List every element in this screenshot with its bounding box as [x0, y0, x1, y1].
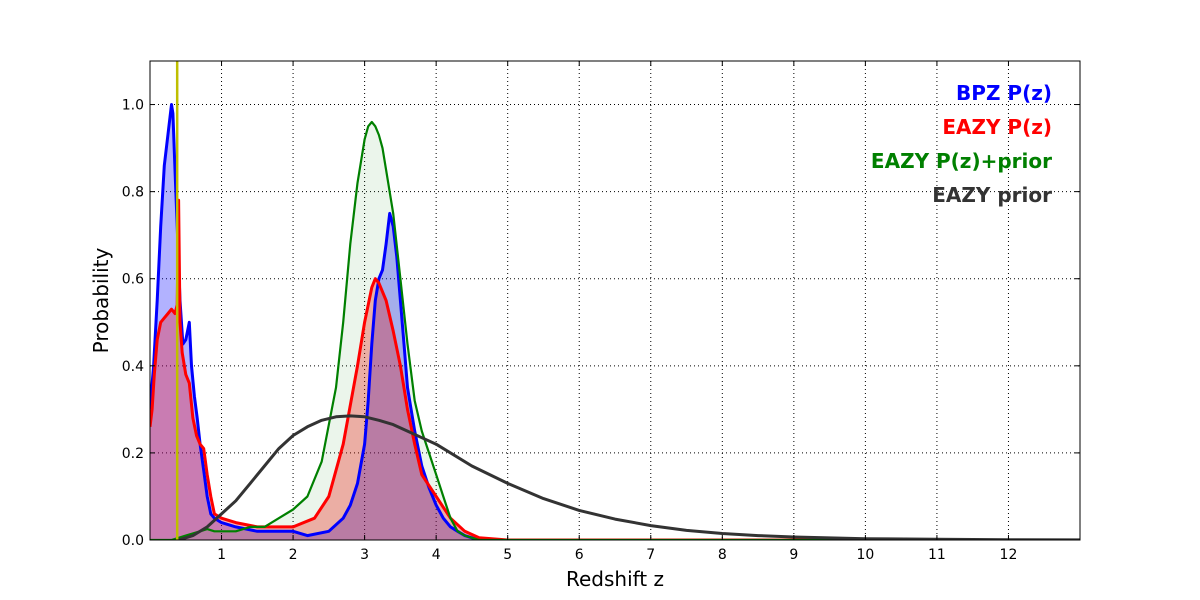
y-tick-label-0: 0.0 — [122, 533, 144, 549]
x-tick-label-11: 12 — [1000, 547, 1018, 563]
legend-entry-bpz-p-z: BPZ P(z) — [956, 81, 1052, 105]
x-axis-label: Redshift z — [566, 567, 664, 591]
series-line-eazy-prior — [178, 414, 1080, 540]
y-tick-label-5: 1.0 — [122, 98, 144, 114]
y-tick-label-4: 0.8 — [122, 185, 144, 201]
x-tick-label-4: 5 — [503, 547, 512, 563]
series-fill-eazy-p-z-prior — [150, 122, 1080, 540]
x-tick-label-6: 7 — [646, 547, 655, 563]
plot-frame — [149, 60, 1081, 541]
legend-entry-eazy-p-z-prior: EAZY P(z)+prior — [871, 149, 1052, 173]
series-fill-bpz-p-z — [150, 104, 1080, 540]
x-tick-label-8: 9 — [789, 547, 798, 563]
x-tick-label-1: 2 — [289, 547, 298, 563]
y-axis-label: Probability — [89, 247, 113, 353]
y-tick-label-2: 0.4 — [122, 359, 144, 375]
x-tick-label-3: 4 — [432, 547, 441, 563]
series-fills — [150, 104, 1080, 540]
x-tick-label-2: 3 — [360, 547, 369, 563]
legend-entry-eazy-p-z: EAZY P(z) — [942, 115, 1052, 139]
series-line-eazy-p-z-prior — [150, 120, 1080, 540]
series-fill-eazy-p-z — [150, 200, 1080, 540]
legend-entry-eazy-prior: EAZY prior — [932, 183, 1052, 207]
x-tick-label-10: 11 — [928, 547, 946, 563]
y-tick-label-3: 0.6 — [122, 272, 144, 288]
x-tick-label-5: 6 — [575, 547, 584, 563]
series-line-eazy-p-z — [150, 198, 1080, 540]
legend: BPZ P(z) EAZY P(z) EAZY P(z)+prior EAZY pri… — [871, 81, 1052, 207]
y-tick-label-1: 0.2 — [122, 446, 144, 462]
x-tick-label-0: 1 — [217, 547, 226, 563]
grid — [150, 61, 1080, 540]
axis-ticks: 1 2 3 4 5 6 7 8 9 10 11 120.00.20.40.60.81.0 — [122, 61, 1080, 563]
x-tick-label-9: 10 — [856, 547, 874, 563]
x-tick-label-7: 8 — [718, 547, 727, 563]
